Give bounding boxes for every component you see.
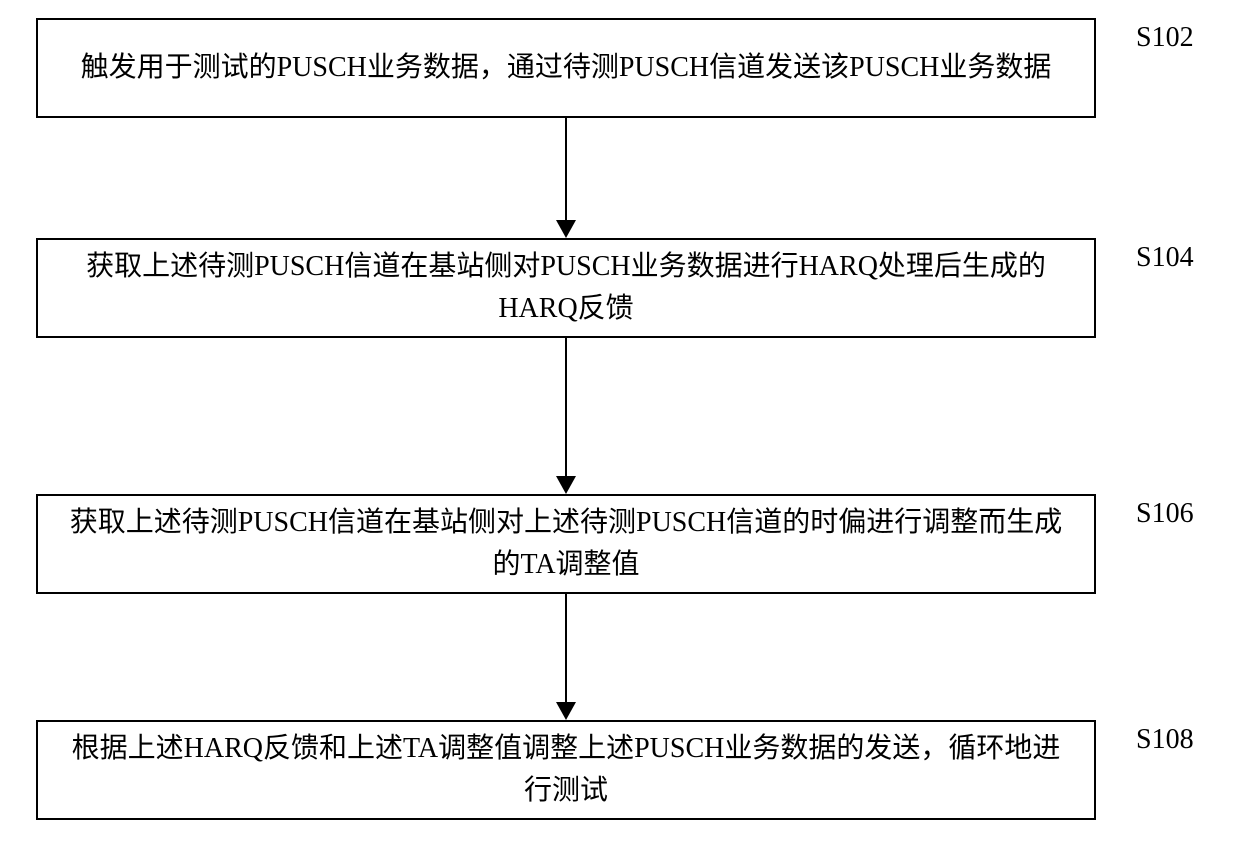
flow-step-s106: 获取上述待测PUSCH信道在基站侧对上述待测PUSCH信道的时偏进行调整而生成的… [36, 494, 1096, 594]
flow-step-text: 触发用于测试的PUSCH业务数据，通过待测PUSCH信道发送该PUSCH业务数据 [81, 47, 1052, 89]
flow-arrow-2 [556, 338, 576, 494]
flow-step-text: 获取上述待测PUSCH信道在基站侧对上述待测PUSCH信道的时偏进行调整而生成的… [58, 502, 1074, 586]
flow-step-text: 获取上述待测PUSCH信道在基站侧对PUSCH业务数据进行HARQ处理后生成的H… [58, 246, 1074, 330]
flow-step-s102: 触发用于测试的PUSCH业务数据，通过待测PUSCH信道发送该PUSCH业务数据 [36, 18, 1096, 118]
flow-label-s106: S106 [1136, 498, 1194, 530]
flow-label-s108: S108 [1136, 724, 1194, 756]
flow-arrow-1 [556, 118, 576, 238]
flow-label-s102: S102 [1136, 22, 1194, 54]
flow-step-s108: 根据上述HARQ反馈和上述TA调整值调整上述PUSCH业务数据的发送，循环地进行… [36, 720, 1096, 820]
flow-arrow-3 [556, 594, 576, 720]
flow-label-s104: S104 [1136, 242, 1194, 274]
flow-step-text: 根据上述HARQ反馈和上述TA调整值调整上述PUSCH业务数据的发送，循环地进行… [58, 728, 1074, 812]
flowchart-container: 触发用于测试的PUSCH业务数据，通过待测PUSCH信道发送该PUSCH业务数据… [0, 0, 1240, 853]
flow-step-s104: 获取上述待测PUSCH信道在基站侧对PUSCH业务数据进行HARQ处理后生成的H… [36, 238, 1096, 338]
